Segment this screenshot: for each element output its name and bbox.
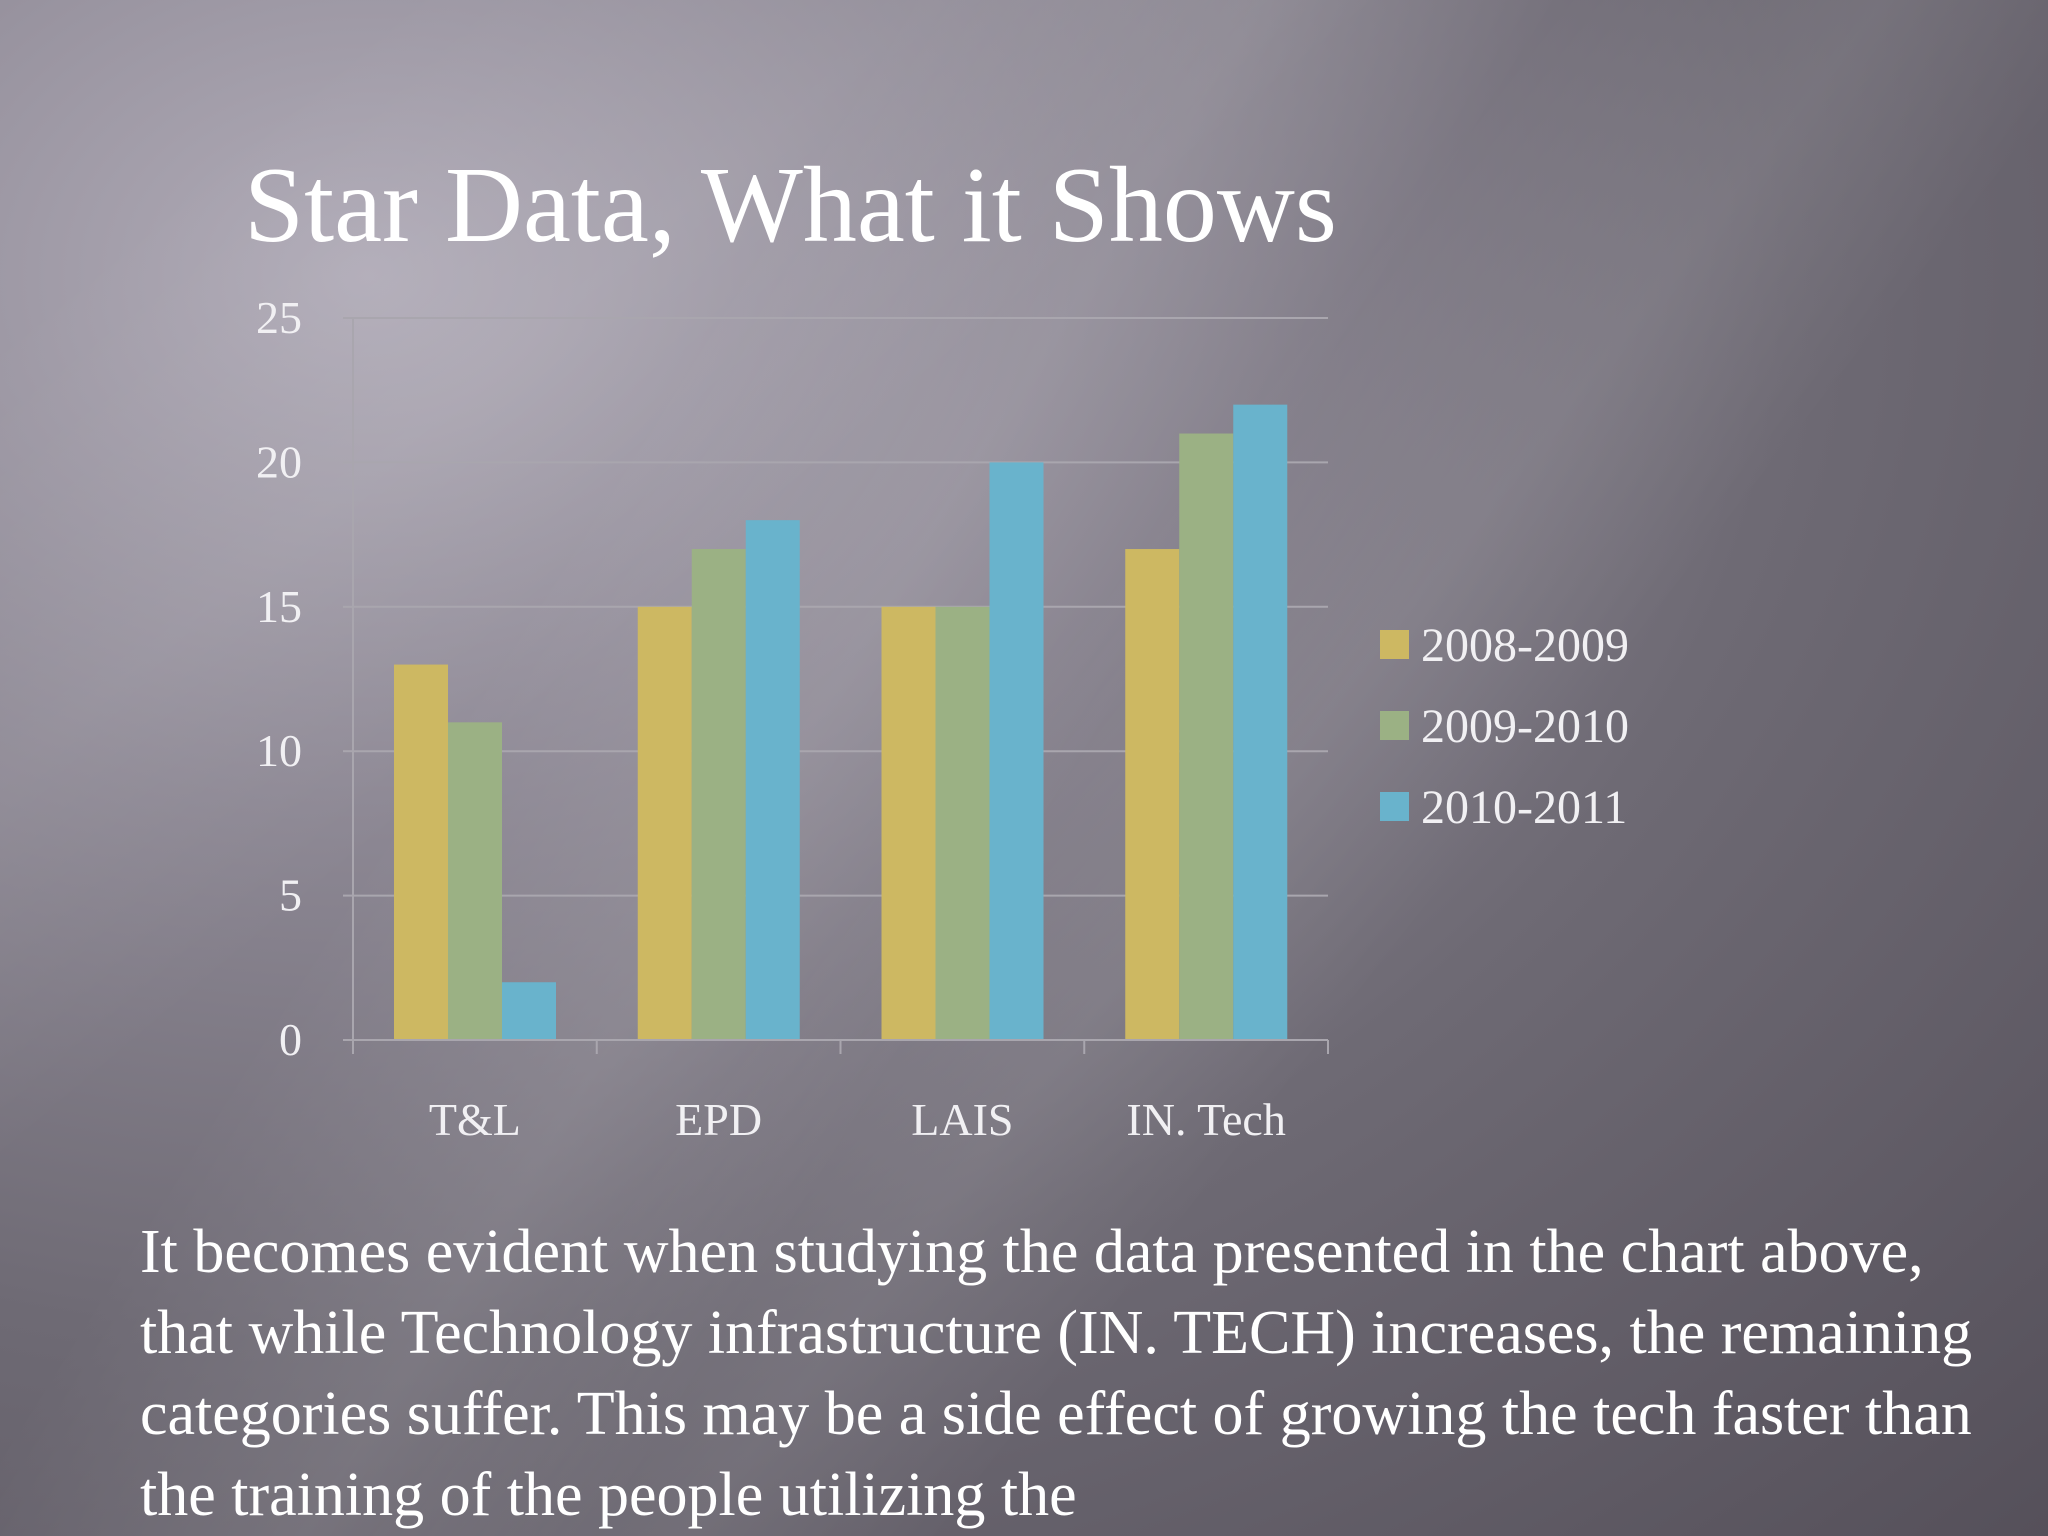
y-tick-label: 0 [279,1014,302,1065]
legend: 2008-2009 2009-2010 2010-2011 [1380,619,1629,834]
x-category-label: T&L [429,1094,521,1145]
bar [394,664,448,1040]
bar [935,606,990,1040]
x-category-label: EPD [675,1094,762,1145]
bars [394,404,1288,1040]
bar [1233,404,1288,1040]
legend-label: 2009-2010 [1421,700,1629,753]
slide-title: Star Data, What it Shows [244,146,1337,265]
x-category-labels: T&L EPD LAIS IN. Tech [429,1094,1286,1145]
y-tick-label: 25 [256,292,302,343]
bar [502,982,556,1040]
bar [1125,549,1180,1040]
legend-swatch [1380,711,1409,740]
y-tick-labels: 0 5 10 15 20 25 [256,292,302,1065]
legend-swatch [1380,630,1409,659]
axes [352,318,1329,1054]
y-tick-label: 5 [279,870,302,921]
bar [1179,433,1234,1040]
legend-label: 2010-2011 [1421,781,1627,834]
bar [448,722,502,1040]
x-category-label: IN. Tech [1126,1094,1285,1145]
x-category-label: LAIS [911,1094,1013,1145]
body-paragraph: It becomes evident when studying the dat… [140,1218,1973,1529]
bar [881,606,936,1040]
legend-swatch [1380,792,1409,821]
y-tick-label: 20 [256,436,302,487]
legend-label: 2008-2009 [1421,619,1629,672]
bar [745,520,800,1040]
bar [691,549,746,1040]
bar [637,606,692,1040]
bar [989,462,1044,1040]
y-tick-label: 10 [256,725,302,776]
y-tick-label: 15 [256,581,302,632]
